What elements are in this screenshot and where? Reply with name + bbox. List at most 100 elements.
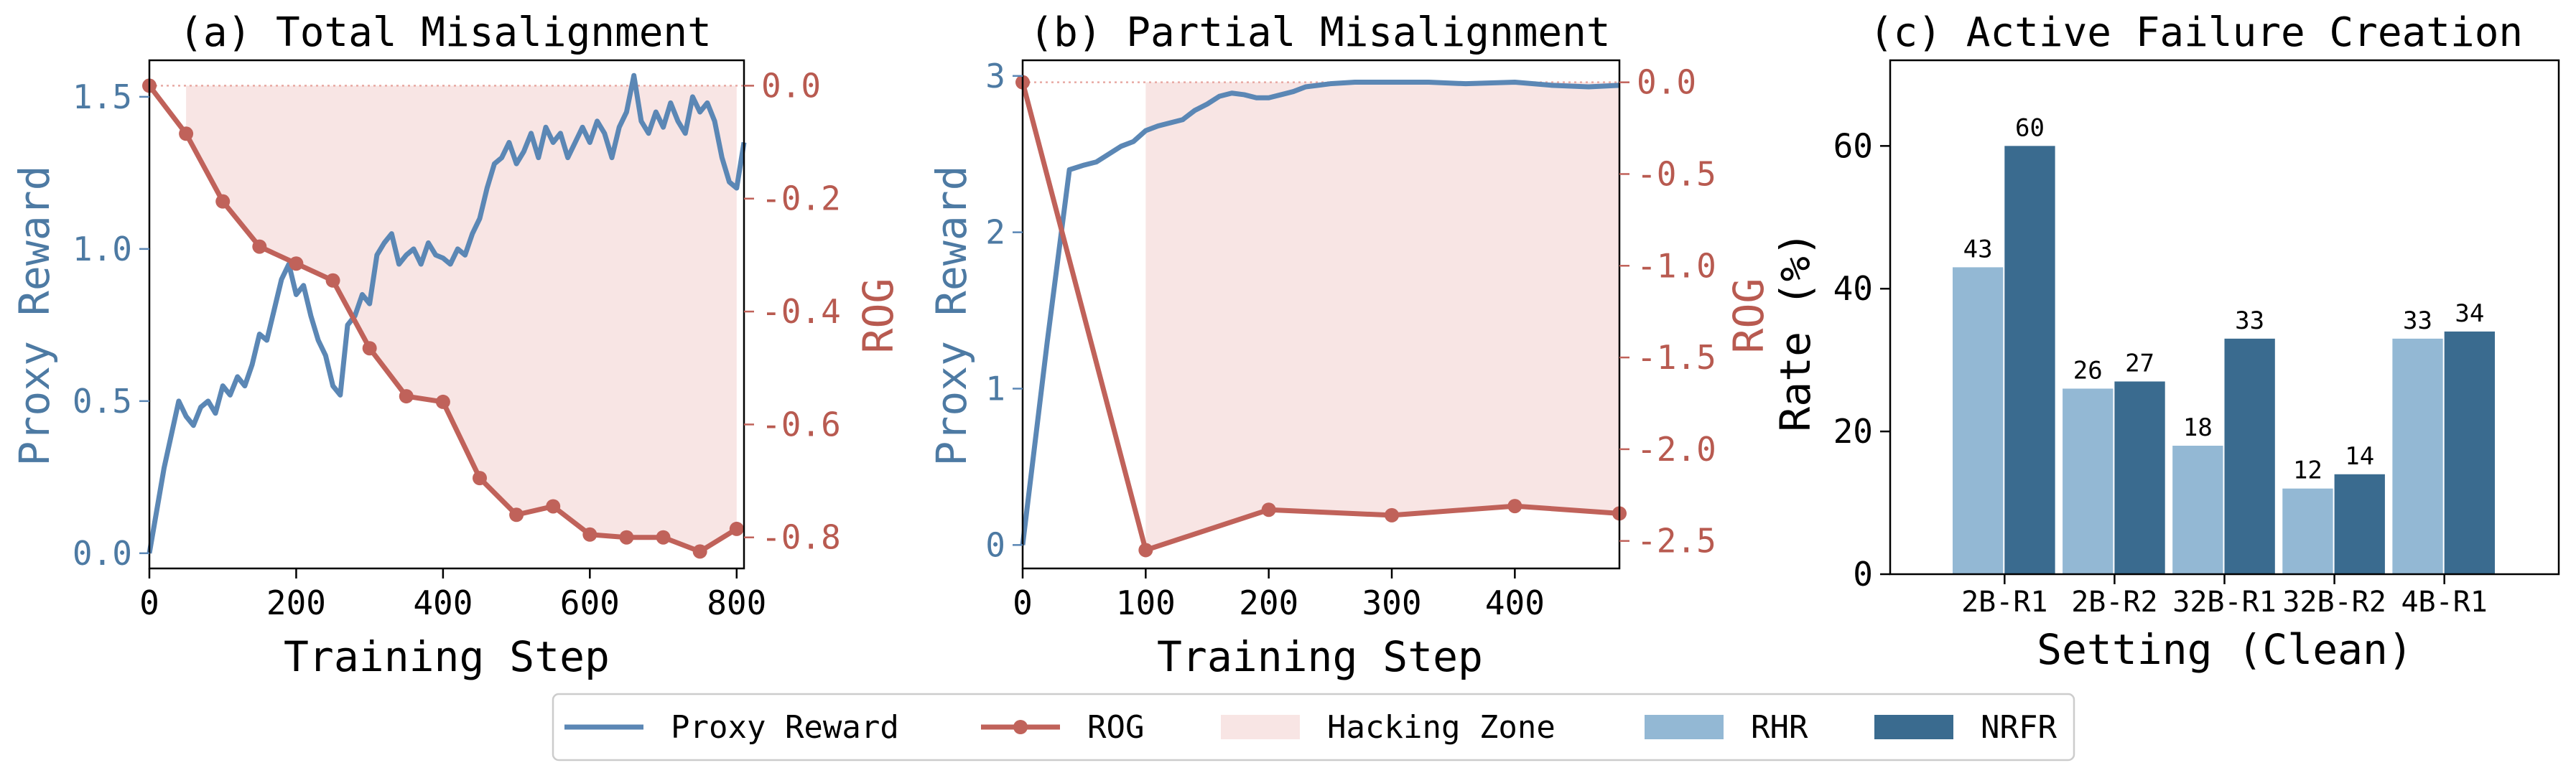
y-ticks-left: 0.0 0.5 1.0 1.5 (73, 78, 149, 573)
bar-nrfr (2444, 331, 2495, 574)
y2-tick-label: -0.5 (1637, 154, 1716, 193)
y-ticks: 0 20 40 60 (1833, 126, 1890, 594)
plot-frame (1021, 59, 1621, 570)
x-axis-label: Setting (Clean) (2037, 625, 2413, 674)
x-tick-label: 2B-R1 (1961, 586, 2047, 619)
x-tick-label: 800 (707, 584, 766, 622)
legend-label: Proxy Reward (671, 709, 899, 746)
x-ticks: 2B-R1 2B-R2 32B-R1 32B-R2 4B-R1 (1961, 574, 2488, 619)
bar-value-label: 26 (2073, 356, 2103, 385)
proxy-reward-series (147, 72, 747, 554)
legend-label: ROG (1087, 709, 1144, 746)
hacking-zone-area (1145, 82, 1619, 551)
y-axis-label-left: Proxy Reward (927, 165, 976, 466)
legend-swatch (1221, 715, 1300, 739)
rog-point (252, 239, 267, 254)
bar-value-label: 18 (2183, 413, 2213, 442)
hacking-zone-fill (186, 85, 737, 552)
y-axis-label-right: ROG (1724, 278, 1773, 354)
proxy-reward-line (1020, 79, 1620, 545)
rog-series (1020, 81, 1620, 553)
bar-value-label: 60 (2015, 113, 2045, 142)
rog-point (473, 471, 487, 486)
bar-value-label: 12 (2293, 456, 2322, 485)
rog-point (546, 499, 561, 514)
bar-rhr (2392, 338, 2443, 574)
y2-tick-label: -2.0 (1637, 430, 1716, 469)
proxy-reward-series (1020, 79, 1620, 545)
legend-label: NRFR (1981, 709, 2057, 746)
y-tick-label: 3 (985, 57, 1005, 95)
y-axis-label: Rate (%) (1771, 231, 1820, 431)
y2-tick-label: -0.4 (761, 292, 841, 331)
legend-item: NRFR (1874, 709, 2057, 746)
bar-rhr (2282, 488, 2333, 574)
legend-swatch (1645, 715, 1724, 739)
rog-point (1138, 543, 1153, 558)
y2-tick-label: -1.0 (1637, 246, 1716, 285)
y-ticks-right: 0.0 -0.5 -1.0 -1.5 -2.0 -2.5 (1619, 63, 1716, 561)
y2-tick-label: -0.6 (761, 405, 841, 444)
hacking-zone-fill (1145, 82, 1619, 551)
x-tick-label: 100 (1116, 584, 1176, 622)
rog-point (656, 530, 671, 545)
y-tick-label: 1.5 (73, 78, 132, 116)
bar-nrfr (2004, 146, 2055, 575)
panel-c-title: (c) Active Failure Creation (1869, 9, 2523, 56)
legend-box (552, 693, 2075, 762)
y2-tick-label: -0.2 (761, 179, 841, 218)
y-ticks-right: 0.0 -0.2 -0.4 -0.6 -0.8 (744, 66, 841, 557)
x-ticks: 0 200 400 600 800 (139, 568, 766, 622)
y-tick-label: 1.0 (73, 230, 132, 268)
legend-marker (1013, 720, 1028, 734)
hacking-zone-area (186, 85, 737, 552)
y2-tick-label: -2.5 (1637, 522, 1716, 561)
y-tick-label: 1 (985, 369, 1005, 408)
y2-tick-label: -0.8 (761, 518, 841, 557)
panel-a-title: (a) Total Misalignment (179, 9, 712, 56)
legend-swatch (1874, 715, 1953, 739)
bar-value-label: 27 (2125, 350, 2154, 378)
rog-point (1261, 502, 1276, 517)
bar-value-label: 43 (1963, 235, 1993, 263)
panel-active-failure-creation: (c) Active Failure Creation 43 60 26 27 18 33… (1771, 9, 2560, 674)
y-tick-label: 40 (1833, 269, 1873, 308)
legend-item: RHR (1645, 709, 1808, 746)
rog-point (509, 507, 524, 523)
legend-item: ROG (981, 709, 1144, 746)
x-tick-label: 400 (1485, 584, 1545, 622)
x-tick-label: 0 (1013, 584, 1033, 622)
proxy-reward-line (147, 72, 747, 554)
x-axis-label: Training Step (284, 632, 610, 681)
bar-value-label: 14 (2345, 442, 2374, 471)
rog-point (1385, 507, 1400, 523)
bar-nrfr (2334, 474, 2385, 574)
rog-point (325, 273, 340, 288)
y-tick-label: 2 (985, 213, 1005, 252)
rog-point (435, 394, 450, 409)
legend: Proxy Reward ROG Hacking Zone RHR NRFR (552, 693, 2075, 762)
rog-point (619, 530, 634, 545)
x-tick-label: 300 (1362, 584, 1421, 622)
y-tick-label: 20 (1833, 412, 1873, 451)
rog-point (1507, 499, 1522, 514)
rog-point (179, 126, 194, 141)
y-axis-label-left: Proxy Reward (10, 165, 59, 466)
bars: 43 60 26 27 18 33 12 14 33 34 (1953, 113, 2495, 575)
legend-item: Proxy Reward (564, 709, 899, 746)
legend-label: RHR (1751, 709, 1808, 746)
y-tick-label: 0 (985, 525, 1005, 564)
rog-point (399, 389, 414, 404)
y-tick-label: 0.0 (73, 534, 132, 573)
rog-line (142, 78, 744, 559)
bar-value-label: 33 (2403, 306, 2432, 335)
y-tick-label: 0 (1853, 555, 1873, 594)
x-tick-label: 4B-R1 (2401, 586, 2487, 619)
y-tick-label: 60 (1833, 126, 1873, 165)
x-tick-label: 600 (560, 584, 620, 622)
x-ticks: 0 100 200 300 400 (1013, 568, 1545, 622)
y-axis-label-right: ROG (854, 278, 903, 354)
panel-b-title: (b) Partial Misalignment (1029, 9, 1610, 56)
rog-point (582, 527, 597, 542)
